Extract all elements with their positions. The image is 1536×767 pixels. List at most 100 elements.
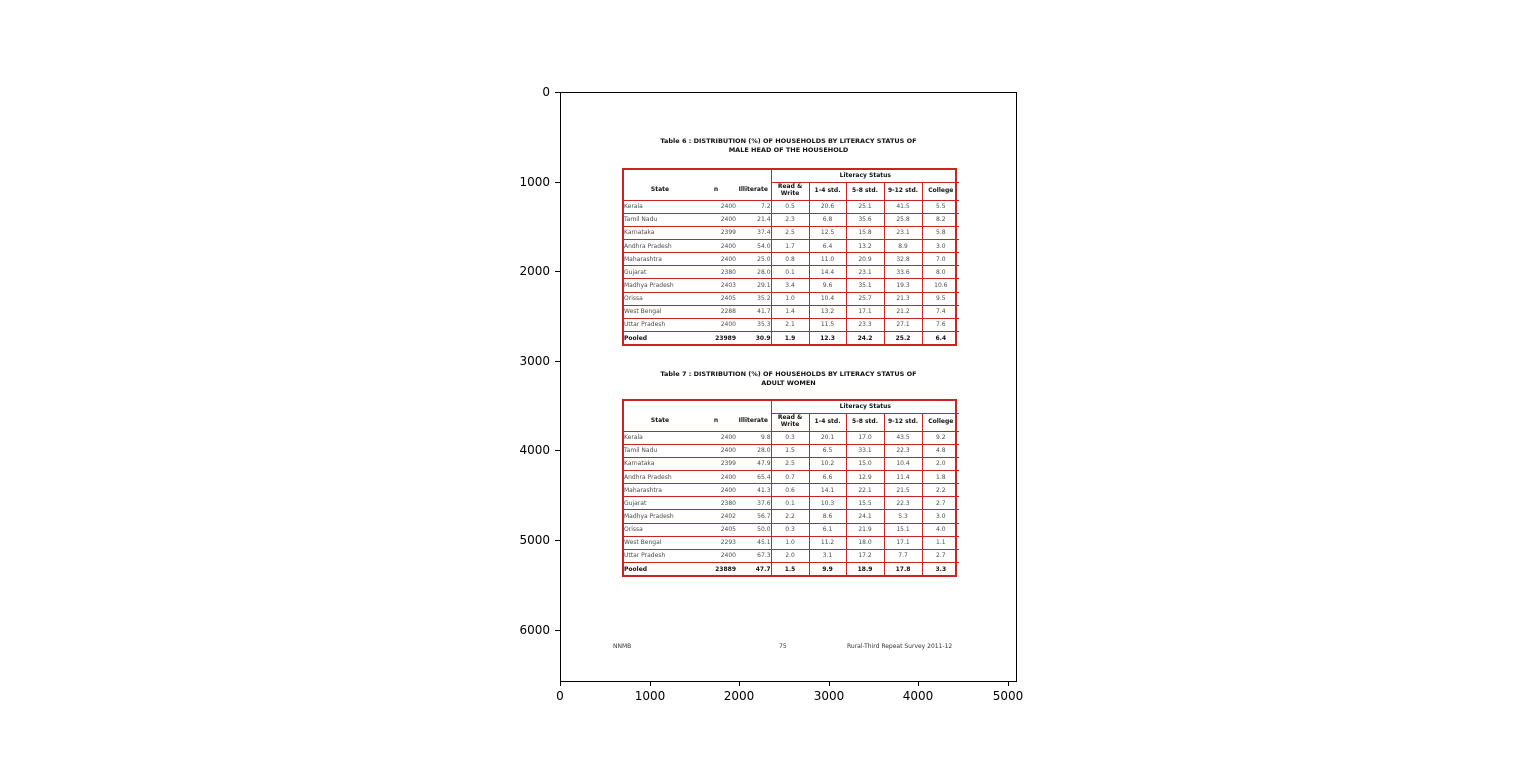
value-cell: 1.9 bbox=[770, 331, 810, 344]
value-cell: 2.5 bbox=[770, 457, 810, 471]
footer-org: NNMB bbox=[613, 643, 632, 650]
value-cell: 6.4 bbox=[808, 239, 847, 254]
value-cell: 0.6 bbox=[770, 483, 810, 498]
group-header: Literacy Status bbox=[770, 401, 960, 414]
value-cell: 30.9 bbox=[755, 334, 771, 342]
value-cell: 35.1 bbox=[845, 278, 885, 293]
value-cell: 6.5 bbox=[808, 444, 847, 458]
y-tick-label: 2000 bbox=[519, 264, 550, 278]
value-cell: 0.3 bbox=[770, 523, 810, 537]
value-cell: 25.7 bbox=[845, 292, 885, 306]
value-cell: 15.8 bbox=[845, 226, 885, 240]
column-header: 9-12 std. bbox=[883, 413, 923, 432]
value-cell: 67.3 bbox=[736, 549, 772, 564]
value-cell: 45.1 bbox=[736, 536, 772, 550]
state-cell: Pooled bbox=[624, 334, 648, 342]
value-cell: 22.3 bbox=[883, 496, 923, 511]
value-cell: 14.1 bbox=[808, 483, 847, 498]
y-tick-label: 3000 bbox=[519, 354, 550, 368]
value-cell: 32.8 bbox=[883, 252, 923, 267]
blank-header-cell bbox=[624, 401, 771, 413]
value-cell: 25.0 bbox=[736, 252, 772, 267]
table-6: Literacy Status State n Illiterate Read & Wr… bbox=[622, 168, 960, 346]
column-header: Read & Write bbox=[770, 182, 810, 201]
blank-header-cell bbox=[624, 170, 771, 182]
x-tick-mark bbox=[739, 681, 740, 686]
state-cell: Gujarat bbox=[624, 496, 696, 511]
value-cell: 12.9 bbox=[845, 470, 885, 485]
table7-title-line1: Table 7 : DISTRIBUTION (%) OF HOUSEHOLDS… bbox=[660, 370, 917, 378]
value-cell: 6.6 bbox=[808, 470, 847, 485]
x-tick-label: 5000 bbox=[992, 689, 1024, 703]
column-header: Read & Write bbox=[770, 413, 810, 432]
value-cell: 18.0 bbox=[845, 536, 885, 550]
value-cell: 23889 bbox=[715, 565, 736, 573]
column-header: 1-4 std. bbox=[808, 182, 847, 201]
table7-title-line2: ADULT WOMEN bbox=[761, 378, 816, 387]
value-cell: 47.9 bbox=[736, 457, 772, 471]
value-cell: 2400 bbox=[696, 252, 736, 267]
value-cell: 2400 bbox=[696, 444, 736, 458]
column-header: 1-4 std. bbox=[808, 413, 847, 432]
value-cell: 1.8 bbox=[921, 470, 960, 485]
state-cell: Kerala bbox=[624, 431, 696, 445]
x-tick-mark bbox=[918, 681, 919, 686]
value-cell: 12.5 bbox=[808, 226, 847, 240]
value-cell: 1.5 bbox=[770, 562, 810, 575]
value-cell: 0.1 bbox=[770, 496, 810, 511]
value-cell: 21.2 bbox=[883, 305, 923, 319]
table-row: Maharashtra 2400 41.3 0.6 14.1 22.1 21.5 2.2 bbox=[624, 483, 960, 498]
x-tick-label: 3000 bbox=[813, 689, 845, 703]
y-tick-mark bbox=[555, 361, 560, 362]
table-row: Pooled 23889 47.7 1.5 9.9 18.9 17.8 3.3 bbox=[624, 562, 960, 575]
y-tick-mark bbox=[555, 450, 560, 451]
state-cell: Uttar Pradesh bbox=[624, 549, 696, 564]
value-cell: 11.4 bbox=[883, 470, 923, 485]
value-cell: 9.9 bbox=[808, 562, 847, 575]
x-tick-label: 4000 bbox=[902, 689, 934, 703]
value-cell: 2.7 bbox=[921, 496, 960, 511]
x-tick-mark bbox=[829, 681, 830, 686]
table-row: West Bengal 2293 45.1 1.0 11.2 18.0 17.1 1.1 bbox=[624, 536, 960, 550]
value-cell: 41.3 bbox=[736, 483, 772, 498]
value-cell: 35.3 bbox=[736, 318, 772, 333]
value-cell: 2.7 bbox=[921, 549, 960, 564]
table6-title-line2: MALE HEAD OF THE HOUSEHOLD bbox=[728, 145, 849, 154]
table-row: Karnataka 2399 37.4 2.5 12.5 15.8 23.1 5.8 bbox=[624, 226, 960, 240]
value-cell: 2400 bbox=[696, 213, 736, 227]
value-cell: 3.3 bbox=[921, 562, 960, 575]
state-cell: Karnataka bbox=[624, 457, 696, 471]
value-cell: 3.0 bbox=[921, 239, 960, 254]
column-header: 5-8 std. bbox=[845, 182, 885, 201]
value-cell: 7.7 bbox=[883, 549, 923, 564]
value-cell: 20.9 bbox=[845, 252, 885, 267]
value-cell: 19.3 bbox=[883, 278, 923, 293]
value-cell: 1.0 bbox=[770, 292, 810, 306]
value-cell: 0.8 bbox=[770, 252, 810, 267]
value-cell: 2405 bbox=[696, 292, 736, 306]
value-cell: 2293 bbox=[696, 536, 736, 550]
value-cell: 28.0 bbox=[736, 265, 772, 280]
x-tick-label: 1000 bbox=[634, 689, 666, 703]
value-cell: 28.0 bbox=[736, 444, 772, 458]
y-tick-mark bbox=[555, 271, 560, 272]
value-cell: 15.1 bbox=[883, 523, 923, 537]
value-cell: 23.1 bbox=[883, 226, 923, 240]
value-cell: 1.0 bbox=[770, 536, 810, 550]
value-cell: 21.9 bbox=[845, 523, 885, 537]
table-row: Madhya Pradesh 2402 56.7 2.2 8.6 24.1 5.3 3.0 bbox=[624, 509, 960, 524]
value-cell: 2.3 bbox=[770, 213, 810, 227]
value-cell: 1.7 bbox=[770, 239, 810, 254]
value-cell: 47.7 bbox=[755, 565, 771, 573]
state-cell: Kerala bbox=[624, 200, 696, 214]
value-cell: 9.5 bbox=[921, 292, 960, 306]
value-cell: 11.2 bbox=[808, 536, 847, 550]
state-cell: Pooled bbox=[624, 565, 648, 573]
value-cell: 0.5 bbox=[770, 200, 810, 214]
value-cell: 2402 bbox=[696, 509, 736, 524]
state-cell: Andhra Pradesh bbox=[624, 470, 696, 485]
value-cell: 22.3 bbox=[883, 444, 923, 458]
value-cell: 25.1 bbox=[845, 200, 885, 214]
value-cell: 25.2 bbox=[883, 331, 923, 344]
value-cell: 15.5 bbox=[845, 496, 885, 511]
